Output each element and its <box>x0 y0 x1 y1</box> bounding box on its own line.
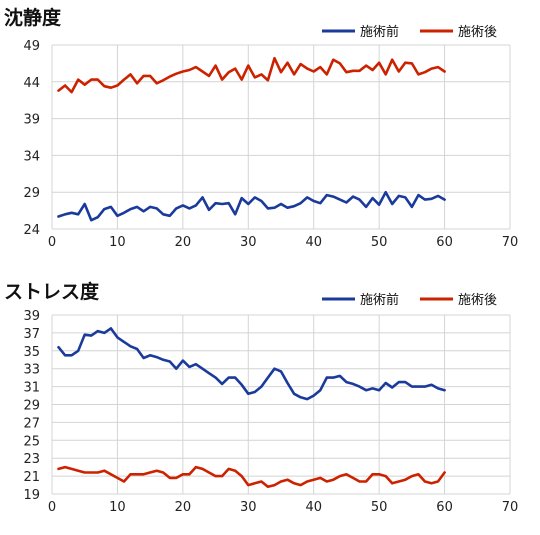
y-tick-label: 21 <box>23 470 40 485</box>
y-tick-label: 44 <box>23 76 40 91</box>
y-tick-label: 29 <box>23 186 40 201</box>
x-tick-label: 20 <box>175 235 192 250</box>
chart-title: ストレス度 <box>4 280 100 303</box>
chart-title: 沈静度 <box>4 6 62 29</box>
y-tick-label: 49 <box>23 39 40 54</box>
x-tick-label: 40 <box>305 500 322 515</box>
x-tick-label: 50 <box>371 500 388 515</box>
y-tick-label: 37 <box>23 327 40 342</box>
x-tick-label: 10 <box>109 235 126 250</box>
series-line-2 <box>57 56 446 94</box>
chart-panel-1: 沈静度 24 29 34 39 44 49 0 10 20 30 40 50 60 70 施術前 施術後 <box>4 6 518 250</box>
x-tick-label: 0 <box>48 235 56 250</box>
legend-label: 施術後 <box>458 293 497 308</box>
series-line-1 <box>57 190 446 222</box>
x-tick-label: 20 <box>175 500 192 515</box>
legend-label: 施術前 <box>360 292 399 308</box>
y-tick-label: 39 <box>23 309 40 324</box>
y-tick-label: 25 <box>23 434 40 449</box>
x-tick-label: 60 <box>436 500 453 515</box>
legend-label: 施術前 <box>360 24 399 40</box>
y-tick-label: 19 <box>23 488 40 503</box>
series-line-2 <box>57 465 446 489</box>
x-tick-label: 60 <box>436 235 453 250</box>
x-tick-label: 70 <box>502 235 519 250</box>
x-tick-label: 10 <box>109 500 126 515</box>
y-tick-label: 33 <box>23 363 40 378</box>
series-line-1 <box>57 327 446 401</box>
x-tick-label: 40 <box>305 235 322 250</box>
x-tick-label: 30 <box>240 235 257 250</box>
x-tick-label: 0 <box>48 500 56 515</box>
x-tick-label: 30 <box>240 500 257 515</box>
y-tick-label: 23 <box>23 452 40 467</box>
y-tick-label: 31 <box>23 381 40 396</box>
y-tick-label: 29 <box>23 399 40 414</box>
y-tick-label: 39 <box>23 113 40 128</box>
y-tick-label: 34 <box>23 149 40 164</box>
y-tick-label: 35 <box>23 345 40 360</box>
legend-label: 施術後 <box>458 25 497 40</box>
chart-panel-2: ストレス度 19 21 23 25 27 29 31 33 35 37 39 0 10 20 30 40 50 60… <box>4 280 518 515</box>
x-tick-label: 50 <box>371 235 388 250</box>
x-tick-label: 70 <box>502 500 519 515</box>
y-tick-label: 27 <box>23 416 40 431</box>
y-tick-label: 24 <box>23 223 40 238</box>
